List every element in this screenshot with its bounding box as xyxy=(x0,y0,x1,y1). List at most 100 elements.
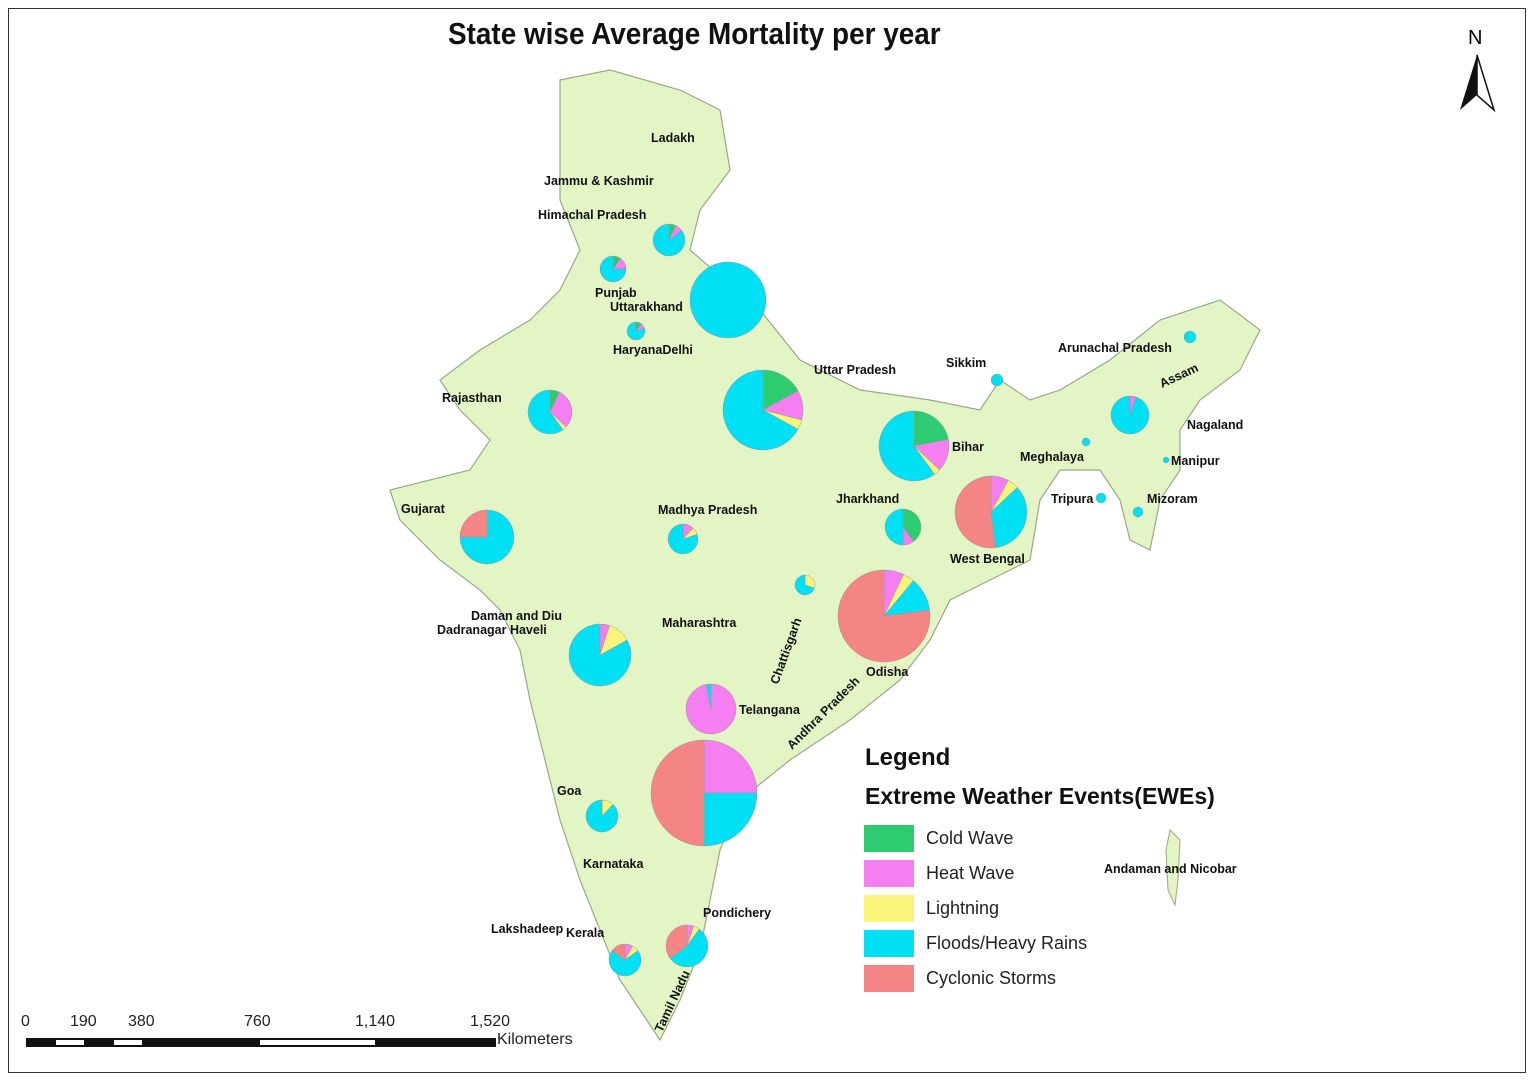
state-label: Meghalaya xyxy=(1020,450,1085,464)
pie-slice-floods-heavy-rains xyxy=(568,623,632,687)
pie-slice-cyclonic-storms xyxy=(459,509,488,538)
state-label: Bihar xyxy=(952,440,984,454)
pie-slice-floods-heavy-rains xyxy=(1095,492,1107,504)
pie-slice-cyclonic-storms xyxy=(837,569,931,663)
state-label: Punjab xyxy=(595,286,637,300)
state-label: Sikkim xyxy=(946,356,986,370)
state-label: HaryanaDelhi xyxy=(613,343,693,357)
legend-heading: Legend xyxy=(865,744,951,771)
state-label: Uttar Pradesh xyxy=(814,363,896,377)
pie-meghalaya xyxy=(1081,437,1091,447)
pie-slice-cyclonic-storms xyxy=(611,943,626,961)
pie-slice-floods-heavy-rains xyxy=(585,799,619,833)
pie-tamil-nadu xyxy=(665,924,709,968)
state-label: Madhya Pradesh xyxy=(658,503,757,517)
scale-bar xyxy=(26,1038,496,1047)
state-label: Mizoram xyxy=(1147,492,1198,506)
scale-tick: 190 xyxy=(70,1013,97,1030)
state-label: Himachal Pradesh xyxy=(538,208,646,222)
scale-tick: 0 xyxy=(21,1013,30,1030)
state-label: Lakshadeep xyxy=(491,922,564,936)
legend-item: Floods/Heavy Rains xyxy=(864,929,1087,957)
scale-tick: 1,140 xyxy=(355,1013,396,1030)
legend-swatch xyxy=(864,894,914,922)
pie-slice-floods-heavy-rains xyxy=(1110,395,1150,435)
pie-slice-floods-heavy-rains xyxy=(652,223,686,257)
pie-arunachal-pradesh xyxy=(1183,330,1197,344)
pie-slice-cold-wave xyxy=(902,508,922,542)
legend-item: Lightning xyxy=(864,894,999,922)
pie-madhya-pradesh xyxy=(667,523,699,555)
scale-tick: 760 xyxy=(244,1013,271,1030)
pie-maharashtra xyxy=(568,623,632,687)
legend-swatch xyxy=(864,964,914,992)
state-label: Kerala xyxy=(566,926,605,940)
pie-slice-cyclonic-storms xyxy=(650,739,705,847)
pie-slice-cold-wave xyxy=(913,410,949,447)
pie-slice-heat-wave xyxy=(703,739,758,794)
scale-tick: 1,520 xyxy=(470,1013,511,1030)
state-label: West Bengal xyxy=(950,552,1025,566)
state-label: Odisha xyxy=(866,665,909,679)
north-arrow-icon: N xyxy=(1460,27,1496,113)
state-label: Daman and Diu xyxy=(471,609,562,623)
pie-jharkhand xyxy=(884,508,922,546)
pie-gujarat xyxy=(459,509,515,565)
state-label: Karnataka xyxy=(583,857,644,871)
pie-slice-floods-heavy-rains xyxy=(990,487,1028,548)
pie-slice-floods-heavy-rains xyxy=(689,261,767,339)
pie-slice-floods-heavy-rains xyxy=(1081,437,1091,447)
state-label: Gujarat xyxy=(401,502,446,516)
pie-sikkim xyxy=(990,373,1004,387)
pie-slice-floods-heavy-rains xyxy=(1183,330,1197,344)
pie-slice-floods-heavy-rains xyxy=(703,792,758,847)
pie-slice-floods-heavy-rains xyxy=(669,928,709,968)
state-label: Goa xyxy=(557,784,582,798)
legend-item: Cyclonic Storms xyxy=(864,964,1056,992)
north-label: N xyxy=(1468,27,1482,49)
state-label: Ladakh xyxy=(651,131,695,145)
pie-slice-floods-heavy-rains xyxy=(722,369,799,451)
pie-slice-floods-heavy-rains xyxy=(990,373,1004,387)
pie-tripura xyxy=(1095,492,1107,504)
pie-uttarakhand xyxy=(689,261,767,339)
state-label: Jammu & Kashmir xyxy=(544,174,654,188)
pie-slice-floods-heavy-rains xyxy=(1162,456,1170,464)
state-label: Arunachal Pradesh xyxy=(1058,341,1172,355)
pie-odisha xyxy=(837,569,931,663)
pie-slice-heat-wave xyxy=(549,391,573,428)
legend-label: Heat Wave xyxy=(926,862,1015,883)
state-label: Uttarakhand xyxy=(610,300,683,314)
scale-unit: Kilometers xyxy=(497,1031,573,1048)
pie-slice-floods-heavy-rains xyxy=(626,321,646,341)
pie-punjab xyxy=(599,255,627,283)
pie-slice-floods-heavy-rains xyxy=(878,410,935,482)
state-label: Rajasthan xyxy=(442,391,502,405)
state-label: Tripura xyxy=(1051,492,1094,506)
legend-swatch xyxy=(864,929,914,957)
legend-label: Cyclonic Storms xyxy=(926,967,1057,988)
legend-label: Cold Wave xyxy=(926,827,1014,848)
pie-manipur xyxy=(1162,456,1170,464)
scale-tick: 380 xyxy=(128,1013,155,1030)
pie-slice-floods-heavy-rains xyxy=(608,950,642,977)
pie-andhra-pradesh xyxy=(650,739,758,847)
pie-slice-floods-heavy-rains xyxy=(794,574,815,596)
pie-kerala xyxy=(608,943,642,977)
pie-slice-floods-heavy-rains xyxy=(527,389,564,435)
state-label: Andaman and Nicobar xyxy=(1104,862,1237,876)
pie-haryana xyxy=(626,321,646,341)
pie-chattisgarh xyxy=(794,574,816,596)
pie-slice-floods-heavy-rains xyxy=(706,683,712,710)
pie-telangana xyxy=(685,683,737,735)
state-label: Manipur xyxy=(1171,454,1220,468)
pie-slice-floods-heavy-rains xyxy=(884,508,904,546)
map-title: State wise Average Mortality per year xyxy=(448,16,941,51)
pie-karnataka xyxy=(585,799,619,833)
state-label: Nagaland xyxy=(1187,418,1243,432)
pie-slice-floods-heavy-rains xyxy=(599,255,627,283)
legend-subtitle: Extreme Weather Events(EWEs) xyxy=(865,783,1215,809)
legend-item: Cold Wave xyxy=(864,824,1013,852)
